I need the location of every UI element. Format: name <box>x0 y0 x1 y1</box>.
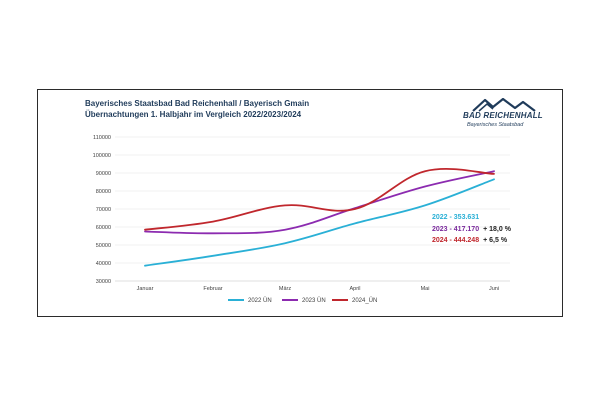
legend-swatch <box>282 299 298 302</box>
y-tick-label: 40000 <box>96 261 111 267</box>
y-tick-label: 30000 <box>96 279 111 285</box>
legend-swatch <box>228 299 244 302</box>
chart-legend: 2022 ÜN 2023 ÜN 2024_ÜN <box>0 298 600 310</box>
chart-title-line-2: Übernachtungen 1. Halbjahr im Vergleich … <box>85 110 302 119</box>
y-tick-label: 80000 <box>96 189 111 195</box>
legend-label: 2023 ÜN <box>302 298 326 304</box>
legend-item: 2024_ÜN <box>332 298 377 304</box>
y-tick-label: 60000 <box>96 225 111 231</box>
series-line-2 <box>144 168 495 231</box>
series-lines <box>144 168 495 267</box>
x-tick-label: Juni <box>489 286 499 292</box>
total-annotation-label: 2023 - 417.170 <box>432 226 480 233</box>
x-tick-label: Mai <box>421 286 430 292</box>
mountains-logo-icon <box>472 98 536 112</box>
total-annotation: 2022 - 353.631 <box>432 214 479 221</box>
y-axis-ticks: 30000 40000 50000 60000 70000 80000 90000 10000… <box>93 135 111 285</box>
y-tick-label: 70000 <box>96 207 111 213</box>
legend-item: 2023 ÜN <box>282 298 326 304</box>
legend-label: 2024_ÜN <box>352 298 378 304</box>
y-tick-label: 110000 <box>93 135 111 141</box>
y-tick-label: 100000 <box>93 153 111 159</box>
legend-label: 2022 ÜN <box>248 298 272 304</box>
series-line-0 <box>144 178 495 267</box>
chart-title: Bayerisches Staatsbad Bad Reichenhall / … <box>85 98 309 120</box>
chart-grid <box>115 136 510 282</box>
x-tick-label: April <box>349 286 360 292</box>
logo-brand-text: BAD REICHENHALL <box>463 111 543 120</box>
y-tick-label: 50000 <box>96 243 111 249</box>
chart-frame <box>37 89 563 317</box>
bad-reichenhall-logo: BAD REICHENHALL Bayerisches Staatsbad <box>463 98 553 132</box>
chart-title-line-1: Bayerisches Staatsbad Bad Reichenhall / … <box>85 99 310 108</box>
x-tick-label: Februar <box>203 286 222 292</box>
total-annotation: 2023 - 417.170 + 18,0 % <box>432 226 511 233</box>
x-tick-label: März <box>279 286 291 292</box>
series-line-1 <box>144 170 495 235</box>
total-annotation-change: + 18,0 % <box>483 226 511 233</box>
logo-subtitle-text: Bayerisches Staatsbad <box>467 122 524 128</box>
total-annotation-change: + 6,5 % <box>483 237 508 244</box>
y-tick-label: 90000 <box>96 171 111 177</box>
total-annotation-label: 2022 - 353.631 <box>432 214 480 221</box>
total-annotation: 2024 - 444.248 + 6,5 % <box>432 237 507 244</box>
x-axis-ticks: Januar Februar März April Mai Juni <box>137 286 499 292</box>
legend-item: 2022 ÜN <box>228 298 272 304</box>
x-tick-label: Januar <box>137 286 154 292</box>
total-annotation-label: 2024 - 444.248 <box>432 237 480 244</box>
legend-swatch <box>332 299 348 302</box>
